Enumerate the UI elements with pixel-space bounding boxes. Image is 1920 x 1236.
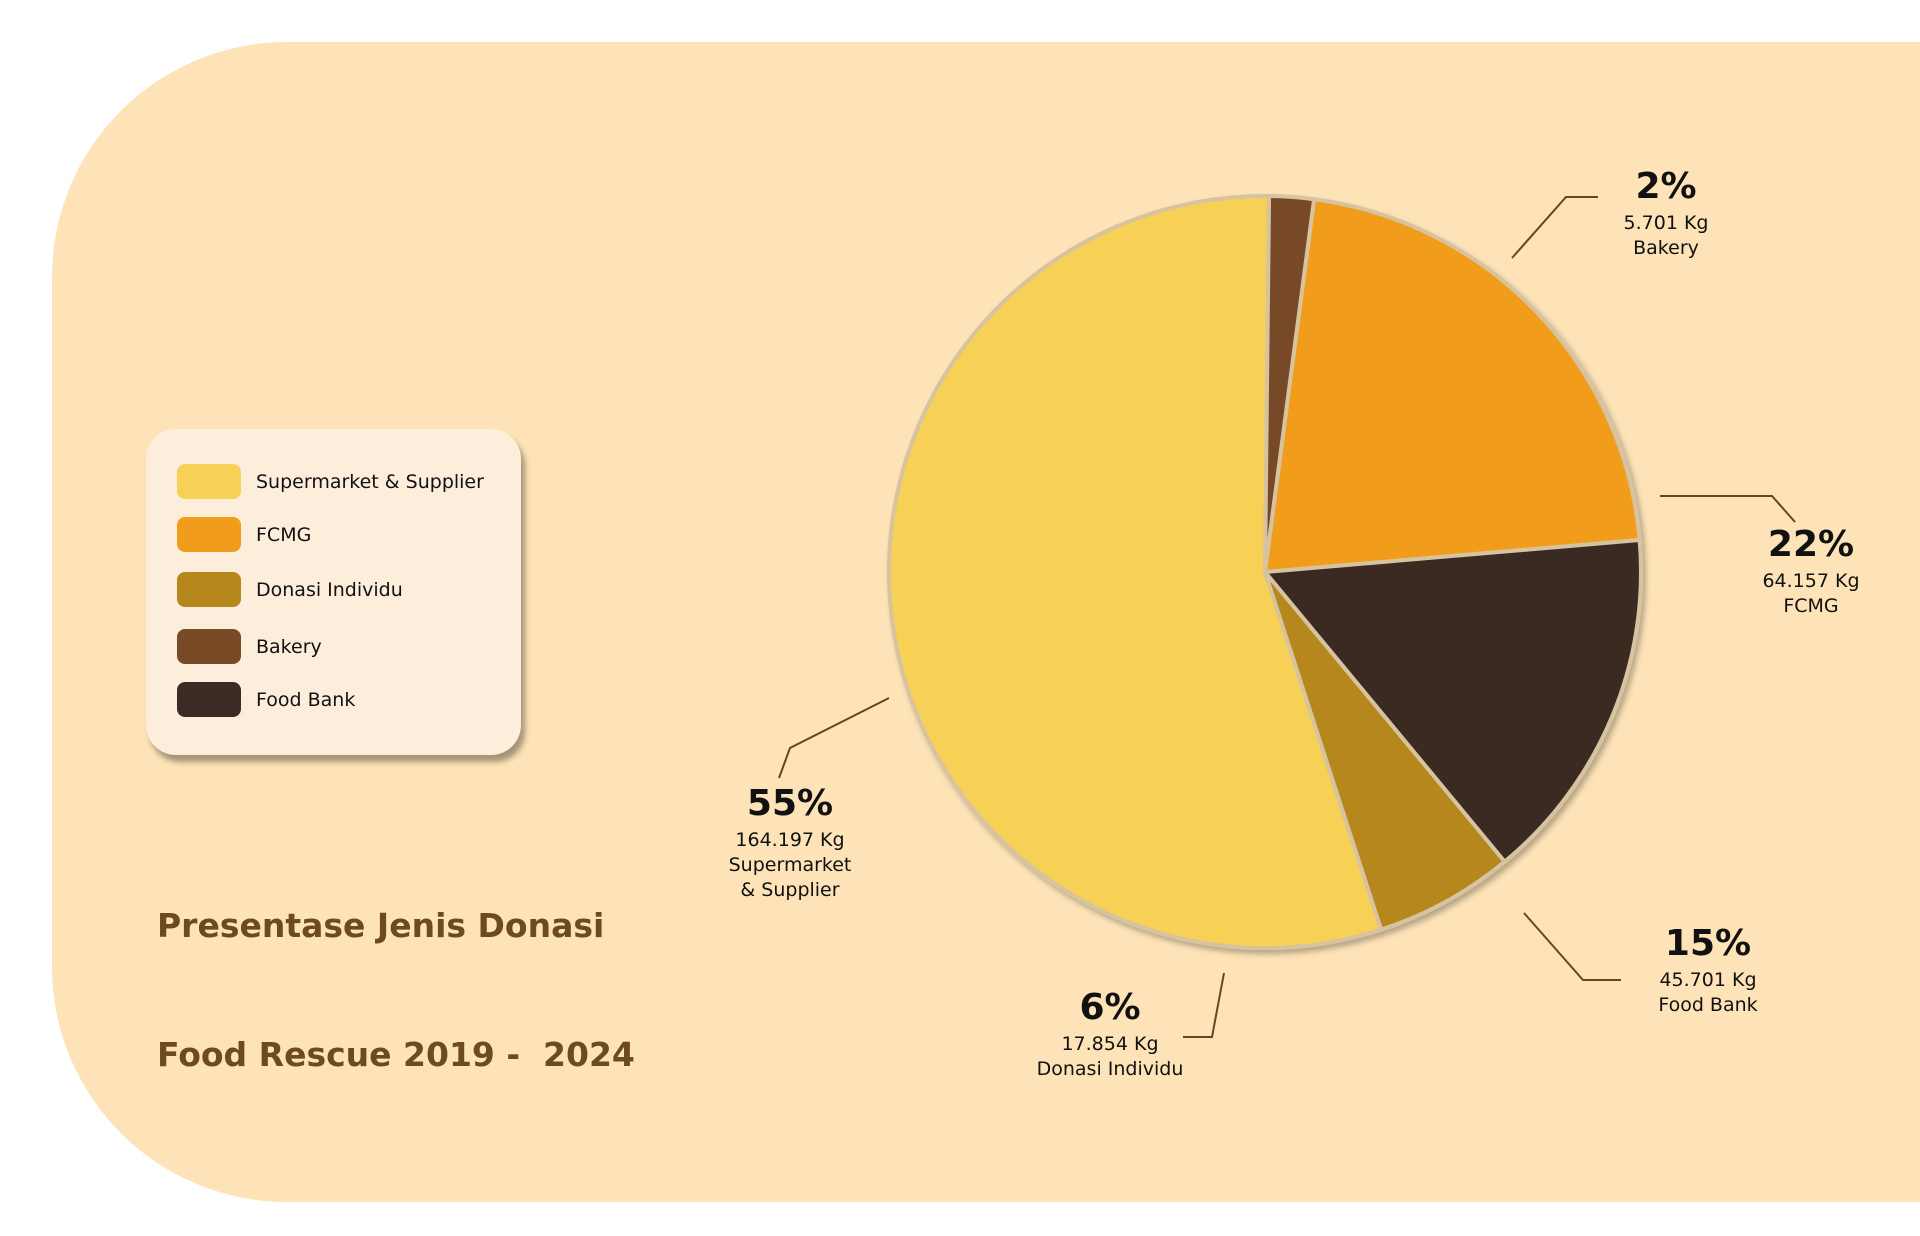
legend-swatch (177, 682, 241, 717)
data-label-percent: 15% (1665, 923, 1751, 964)
legend-swatch (177, 572, 241, 607)
legend-item-donasi-individu: Donasi Individu (177, 572, 403, 607)
legend-swatch (177, 464, 241, 499)
leader-line (1523, 912, 1621, 981)
legend-label: Bakery (256, 635, 322, 658)
pie-slice-supermarket-supplier (886, 194, 1384, 950)
leader-line (1660, 495, 1796, 523)
data-label-percent: 2% (1635, 166, 1696, 207)
pie-slice-donasi-individu (1263, 570, 1507, 932)
data-label-percent: 55% (747, 783, 833, 824)
data-label-value: 164.197 Kg (735, 829, 844, 851)
pie-slice-food-bank (1263, 538, 1644, 864)
leader-line (1183, 972, 1225, 1038)
data-label-category: FCMG (1783, 595, 1838, 617)
data-label-category: Donasi Individu (1037, 1058, 1184, 1080)
legend-label: FCMG (256, 523, 312, 546)
legend-item-supermarket: Supermarket & Supplier (177, 464, 484, 499)
chart-title-line-1: Presentase Jenis Donasi (157, 906, 605, 945)
leader-line (778, 697, 890, 779)
chart-title-line-2: Food Rescue 2019 - 2024 (157, 1035, 635, 1074)
chart-legend: Supermarket & Supplier FCMG Donasi Indiv… (146, 429, 521, 755)
legend-swatch (177, 517, 241, 552)
data-label-percent: 6% (1079, 987, 1140, 1028)
data-label-value: 45.701 Kg (1659, 969, 1756, 991)
legend-item-fcmg: FCMG (177, 517, 311, 552)
data-label-value: 64.157 Kg (1762, 570, 1859, 592)
data-label-value: 17.854 Kg (1061, 1033, 1158, 1055)
data-label-category: Bakery (1633, 237, 1699, 259)
legend-swatch (177, 629, 241, 664)
legend-label: Donasi Individu (256, 578, 403, 601)
legend-label: Food Bank (256, 688, 356, 711)
legend-label: Supermarket & Supplier (256, 470, 484, 493)
pie-slice-fcmg (1263, 197, 1642, 574)
leader-line (1511, 196, 1598, 259)
data-label-value: 5.701 Kg (1624, 212, 1709, 234)
data-label-category: Food Bank (1658, 994, 1757, 1016)
data-label-category: & Supplier (740, 879, 839, 901)
data-label-percent: 22% (1768, 524, 1854, 565)
legend-item-bakery: Bakery (177, 629, 322, 664)
data-label-category: Supermarket (729, 854, 852, 876)
legend-item-food-bank: Food Bank (177, 682, 355, 717)
chart-title: Presentase Jenis Donasi Food Rescue 2019… (157, 818, 635, 1119)
